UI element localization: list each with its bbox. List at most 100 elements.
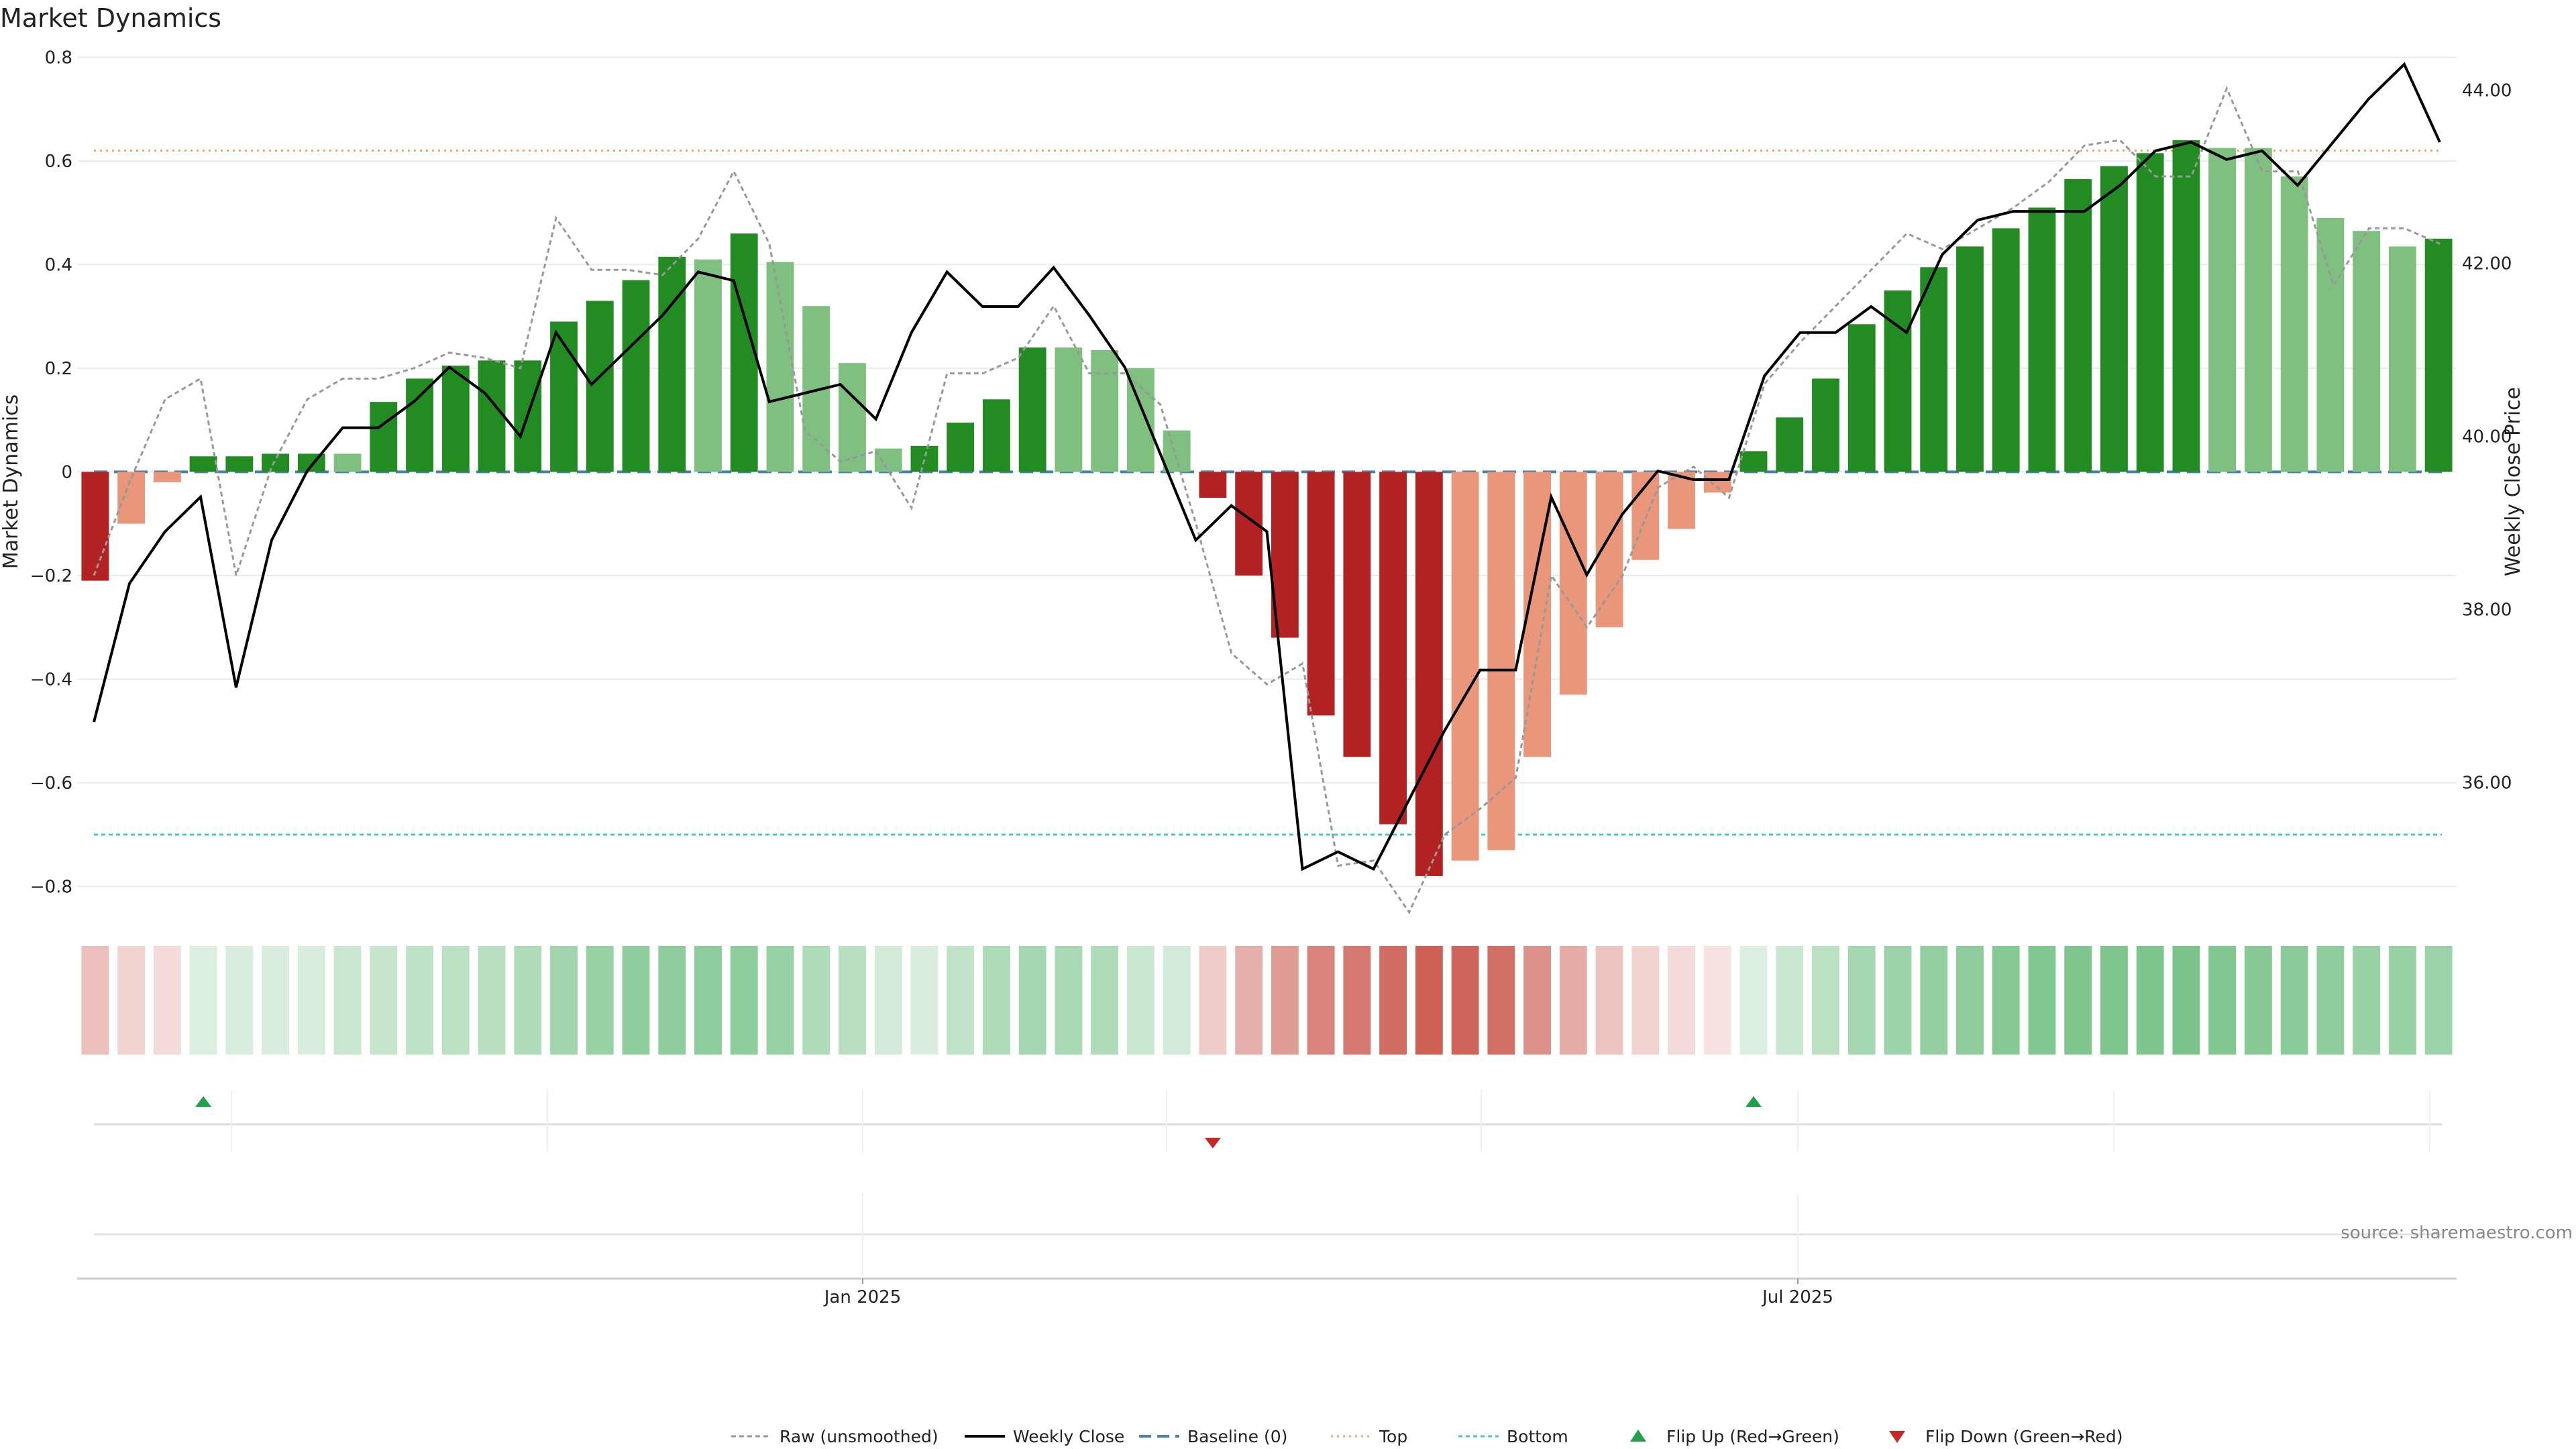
right-tick-label: 42.00 (2462, 254, 2512, 274)
bar (947, 423, 975, 472)
bar (370, 402, 398, 472)
heat-cell (947, 946, 975, 1055)
left-tick-label: −0.8 (30, 877, 72, 897)
bar (1595, 472, 1623, 628)
bar (1055, 347, 1083, 472)
heat-cell (694, 946, 722, 1055)
heat-cell (1992, 946, 2020, 1055)
heat-cell (2280, 946, 2308, 1055)
heat-cell (1487, 946, 1515, 1055)
bar (1487, 472, 1515, 851)
right-axis-label: Weekly Close Price (2502, 387, 2525, 576)
left-tick-label: 0.6 (45, 152, 72, 172)
heat-cell (1199, 946, 1227, 1055)
chart-title: Market Dynamics (0, 3, 221, 33)
legend-entry-label: Top (1379, 1427, 1407, 1446)
heat-cell (1163, 946, 1191, 1055)
legend: Raw (unsmoothed) Weekly Close Baseline (0)… (731, 1427, 2123, 1446)
heat-cell (406, 946, 433, 1055)
bar (117, 472, 146, 524)
heat-cell (766, 946, 794, 1055)
flip-down-marker (1204, 1138, 1221, 1148)
legend-entry-label: Flip Up (Red→Green) (1666, 1427, 1839, 1446)
heat-cell (117, 946, 146, 1055)
heat-cell (2064, 946, 2092, 1055)
flip-up-marker (1746, 1096, 1762, 1107)
left-tick-label: −0.4 (30, 669, 72, 690)
bar (694, 259, 722, 472)
heat-strip (81, 946, 2453, 1055)
bar (1235, 472, 1263, 576)
bar (730, 233, 758, 472)
heat-cell (478, 946, 506, 1055)
bar (1451, 472, 1479, 861)
heat-cell (983, 946, 1010, 1055)
heat-cell (441, 946, 470, 1055)
bar (839, 363, 866, 472)
bar (550, 321, 578, 472)
heat-cell (550, 946, 578, 1055)
bar (478, 360, 506, 472)
bar (406, 378, 433, 472)
bar (1307, 472, 1335, 716)
heat-cell (2388, 946, 2416, 1055)
bar (766, 262, 794, 472)
heat-cell (1920, 946, 1948, 1055)
legend-flip-up-swatch (1630, 1430, 1646, 1442)
heat-cell (1884, 946, 1912, 1055)
flip-markers-panel (94, 1090, 2442, 1152)
legend-entry-label: Bottom (1507, 1427, 1568, 1446)
right-axis: 44.00 42.00 40.00 38.00 36.00 (2462, 81, 2512, 794)
right-tick-label: 40.00 (2462, 427, 2512, 447)
heat-cell (874, 946, 902, 1055)
legend-entry-label: Weekly Close (1013, 1427, 1124, 1446)
bar (333, 453, 362, 472)
flip-up-marker (195, 1096, 212, 1107)
heat-cell (189, 946, 217, 1055)
heat-cell (1703, 946, 1731, 1055)
heat-cell (1271, 946, 1299, 1055)
raw-series-line (93, 85, 2440, 915)
heat-cell (1668, 946, 1695, 1055)
heat-cell (1415, 946, 1443, 1055)
x-tick-label: Jul 2025 (1761, 1287, 1833, 1307)
bar (1668, 472, 1695, 529)
bar (2244, 148, 2272, 472)
heat-cell (802, 946, 830, 1055)
bar-series (81, 140, 2453, 876)
heat-cell (1451, 946, 1479, 1055)
left-tick-label: −0.2 (30, 566, 72, 586)
heat-cell (1739, 946, 1768, 1055)
legend-entry-label: Baseline (0) (1187, 1427, 1287, 1446)
bar (1956, 246, 1984, 472)
bar (622, 280, 650, 472)
left-tick-label: 0 (61, 462, 72, 482)
x-axis: Jan 2025 Jul 2025 (77, 1277, 2457, 1307)
right-tick-label: 44.00 (2462, 81, 2512, 101)
legend-entry-label: Raw (unsmoothed) (780, 1427, 938, 1446)
bar (1739, 451, 1768, 472)
heat-cell (1847, 946, 1876, 1055)
heat-cell (1631, 946, 1660, 1055)
bar (1992, 228, 2020, 472)
bar (2064, 178, 2092, 472)
source-label: source: sharemaestro.com (2341, 1223, 2573, 1243)
heat-cell (586, 946, 614, 1055)
bar (153, 472, 181, 482)
bar (441, 366, 470, 472)
bar (1847, 324, 1876, 472)
bar (1920, 267, 1948, 472)
heat-cell (1018, 946, 1046, 1055)
heat-cell (1559, 946, 1587, 1055)
bar (1415, 472, 1443, 876)
bar (1379, 472, 1407, 824)
heat-cell (2424, 946, 2453, 1055)
left-tick-label: 0.2 (45, 359, 72, 379)
heat-cell (622, 946, 650, 1055)
heat-cell (1235, 946, 1263, 1055)
bar (2028, 207, 2056, 472)
heat-cell (333, 946, 362, 1055)
bar (2424, 238, 2453, 472)
line-series (93, 62, 2441, 915)
right-tick-label: 36.00 (2462, 773, 2512, 794)
